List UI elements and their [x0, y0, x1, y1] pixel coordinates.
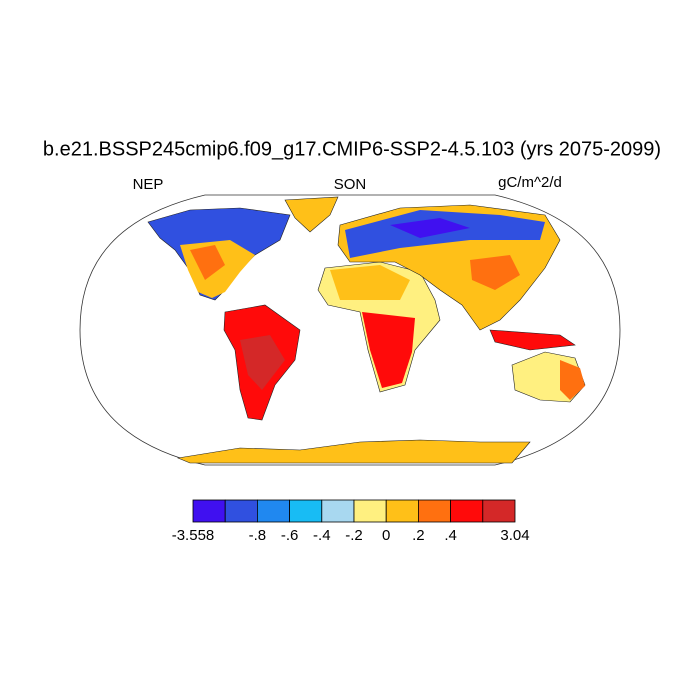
- colorbar-box: [385, 499, 419, 523]
- indonesia: [489, 329, 576, 351]
- colorbar-box: [256, 499, 290, 523]
- eurasia-patch: [390, 218, 470, 238]
- africa-south: [362, 312, 415, 388]
- title: b.e21.BSSP245cmip6.f09_g17.CMIP6-SSP2-4.…: [43, 138, 661, 160]
- south-america-patch: [240, 335, 285, 390]
- antarctica: [176, 439, 531, 464]
- africa-north: [330, 265, 410, 300]
- colorbar: -3.558 -.8 -.6 -.4 -.2 0 .2 .4 3.04: [172, 499, 530, 544]
- colorbar-label: 0: [382, 527, 390, 544]
- colorbar-box: [224, 499, 258, 523]
- colorbar-label: -.6: [281, 527, 299, 544]
- colorbar-box: [353, 499, 387, 523]
- greenland: [284, 196, 339, 233]
- colorbar-label: -3.558: [172, 527, 215, 544]
- colorbar-label: 3.04: [500, 527, 529, 544]
- colorbar-box: [289, 499, 323, 523]
- colorbar-label: .2: [412, 527, 425, 544]
- colorbar-box: [482, 499, 516, 523]
- colorbar-box: [192, 499, 226, 523]
- colorbar-label: -.2: [345, 527, 363, 544]
- asia-patch: [470, 255, 520, 290]
- colorbar-label: -.8: [249, 527, 267, 544]
- left-label: NEP: [133, 176, 164, 193]
- australia-east: [560, 360, 585, 400]
- colorbar-label: -.4: [313, 527, 331, 544]
- units-label: gC/m^2/d: [498, 174, 562, 191]
- colorbar-label: .4: [444, 527, 457, 544]
- colorbar-box: [321, 499, 355, 523]
- north-america-patch: [190, 245, 225, 280]
- eurasia-north: [345, 210, 545, 258]
- colorbar-box: [417, 499, 451, 523]
- colorbar-box: [450, 499, 484, 523]
- center-label: SON: [334, 176, 367, 193]
- map: [79, 194, 621, 466]
